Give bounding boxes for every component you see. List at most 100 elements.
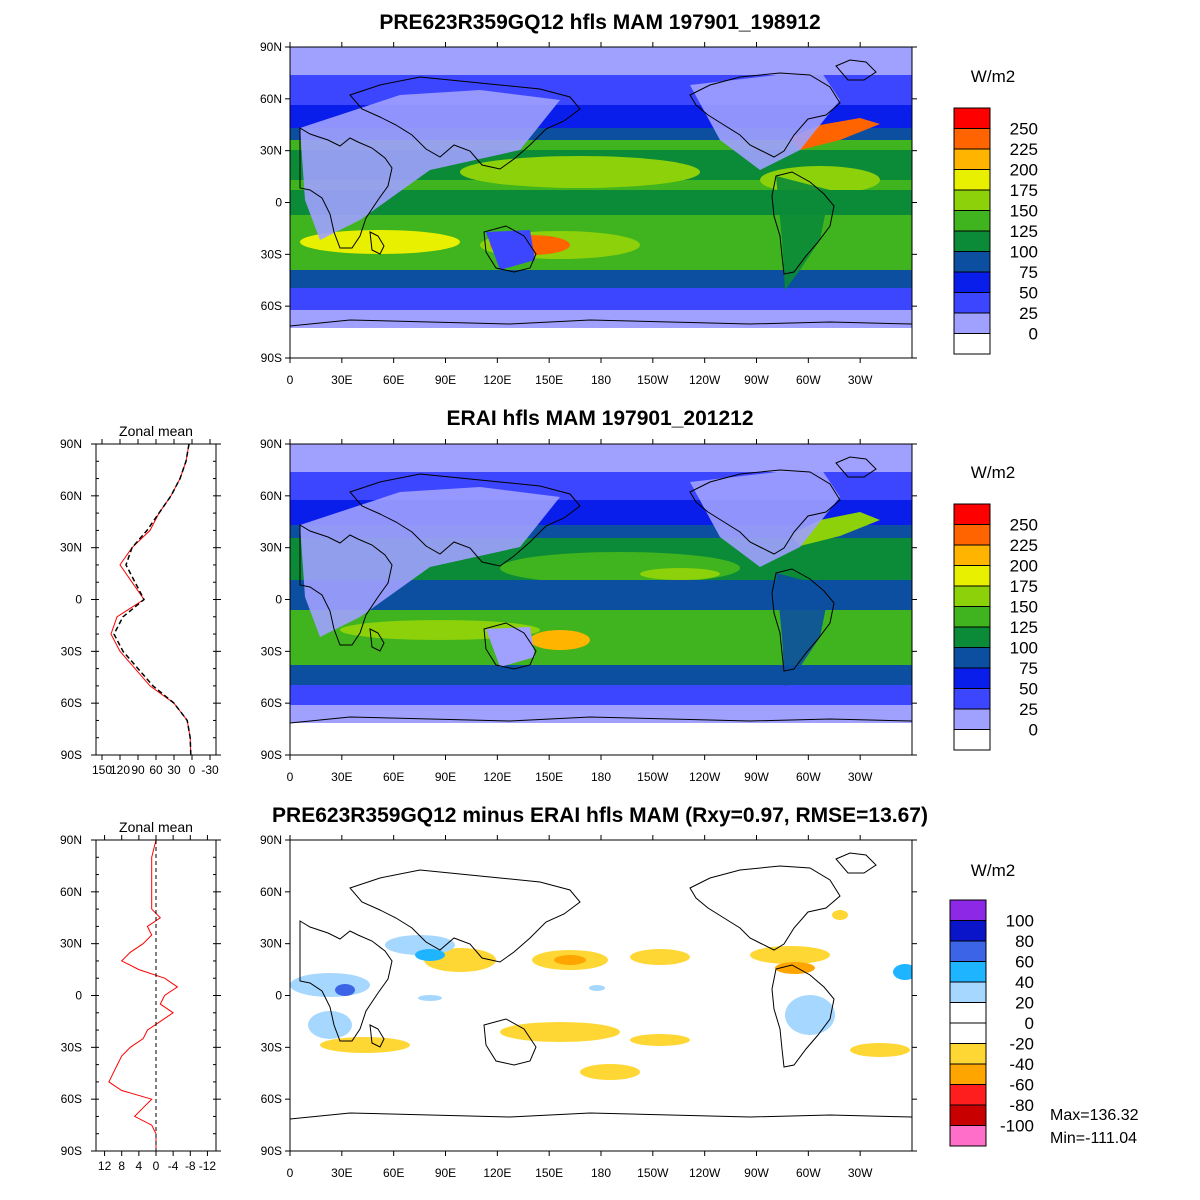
panel2-lat-labels: 90N 60N 30N 0 30S 60S 90S [260, 437, 282, 762]
zonal-line-obs [113, 443, 192, 756]
lon-tick-label: 30E [331, 1166, 352, 1180]
colorbar-swatch [953, 688, 991, 710]
colorbar-level-label: 225 [1010, 140, 1038, 159]
zonal-x-tick-label: -4 [168, 1159, 179, 1173]
colorbar-swatch [953, 251, 991, 273]
colorbar-swatch [953, 647, 991, 669]
zonal-x-tick-label: 30 [167, 763, 181, 777]
colorbar-swatch [949, 961, 987, 983]
panel2-colorbar-unit: W/m2 [971, 463, 1015, 482]
max-label: Max=136.32 [1050, 1107, 1139, 1124]
colorbar-swatch [953, 585, 991, 607]
zonal-x-tick-label: 4 [136, 1159, 143, 1173]
colorbar-swatch [949, 899, 987, 921]
lon-tick-label: 150W [637, 373, 669, 387]
lon-tick-label: 60E [383, 770, 404, 784]
lon-tick-label: 90E [435, 373, 456, 387]
lat-tick-label: 90S [261, 748, 282, 762]
lat-tick-label: 90S [261, 351, 282, 365]
lon-tick-label: 180 [591, 770, 611, 784]
lon-tick-label: 30E [331, 770, 352, 784]
lat-tick-label: 0 [275, 989, 282, 1003]
colorbar-level-label: 100 [1006, 912, 1034, 931]
colorbar-level-label: -40 [1009, 1055, 1034, 1074]
zonal-x-tick-label: 0 [153, 1159, 160, 1173]
colorbar-level-label: 100 [1010, 243, 1038, 262]
panel3-map: 90N 60N 30N 0 30S 60S 90S 0 30E 60E 90E 120E 150E 18… [260, 833, 917, 1180]
colorbar-swatch [953, 544, 991, 566]
colorbar-swatch [953, 333, 991, 355]
colorbar-swatch [953, 708, 991, 730]
colorbar-swatch [949, 920, 987, 942]
lon-tick-label: 30W [848, 373, 873, 387]
zonal-lat-label: 30N [60, 937, 82, 951]
panel3-ticks [285, 835, 917, 1156]
colorbar-swatch [953, 667, 991, 689]
zonal-x-tick-label: -8 [185, 1159, 196, 1173]
lon-tick-label: 30W [848, 770, 873, 784]
colorbar-level-label: 250 [1010, 516, 1038, 535]
lat-tick-label: 60N [260, 92, 282, 106]
colorbar-level-label: 250 [1010, 120, 1038, 139]
zonal-x-tick-label: 150 [92, 763, 112, 777]
lon-tick-label: 120E [483, 770, 511, 784]
lon-tick-label: 0 [287, 770, 294, 784]
colorbar-swatch [953, 271, 991, 293]
panel1-map: 90N 60N 30N 0 30S 60S 90S 0 30E 60E 90E 120E 150E 18… [260, 40, 917, 387]
lon-tick-label: 0 [287, 373, 294, 387]
colorbar-level-label: 25 [1019, 304, 1038, 323]
panel1-field [290, 47, 912, 358]
colorbar-level-label: 200 [1010, 161, 1038, 180]
lon-tick-label: 90W [744, 1166, 769, 1180]
colorbar-level-label: 150 [1010, 202, 1038, 221]
panel3-colorbar-unit: W/m2 [971, 861, 1015, 880]
zonal-lat-label: 60S [61, 1092, 82, 1106]
panel1-lon-labels: 0 30E 60E 90E 120E 150E 180 150W 120W 90W 60W 30W [287, 373, 874, 387]
panel1-colorbar-unit: W/m2 [971, 67, 1015, 86]
lat-tick-label: 0 [275, 196, 282, 210]
lon-tick-label: 120W [689, 770, 721, 784]
colorbar-swatch [949, 981, 987, 1003]
colorbar-swatch [953, 292, 991, 314]
colorbar-swatch [953, 524, 991, 546]
lon-tick-label: 90W [744, 770, 769, 784]
panel3-lat-labels: 90N 60N 30N 0 30S 60S 90S [260, 833, 282, 1158]
zonal-lat-label: 30N [60, 541, 82, 555]
zonal-x-tick-label: -12 [199, 1159, 217, 1173]
colorbar-swatch [953, 606, 991, 628]
colorbar-level-label: 0 [1029, 721, 1038, 740]
colorbar-level-label: 25 [1019, 700, 1038, 719]
lon-tick-label: 120W [689, 373, 721, 387]
colorbar-swatch [949, 1043, 987, 1065]
colorbar-level-label: 125 [1010, 222, 1038, 241]
lon-tick-label: 60W [796, 373, 821, 387]
panel2-lon-labels: 0 30E 60E 90E 120E 150E 180 150W 120W 90W 60W 30W [287, 770, 874, 784]
colorbar-level-label: 75 [1019, 659, 1038, 678]
zonal-lat-label: 90S [61, 748, 82, 762]
zonal-line-diff [108, 839, 179, 1151]
colorbar-swatch [949, 1022, 987, 1044]
lon-tick-label: 60E [383, 373, 404, 387]
lat-tick-label: 90N [260, 833, 282, 847]
lat-tick-label: 90N [260, 40, 282, 54]
colorbar-swatch [953, 312, 991, 334]
zonal-x-tick-label: 12 [98, 1159, 112, 1173]
panel1-lat-labels: 90N 60N 30N 0 30S 60S 90S [260, 40, 282, 365]
lon-tick-label: 60E [383, 1166, 404, 1180]
colorbar-level-label: -80 [1009, 1096, 1034, 1115]
colorbar-level-label: 175 [1010, 577, 1038, 596]
colorbar-level-label: 75 [1019, 263, 1038, 282]
zonal-lat-label: 30S [61, 644, 82, 658]
colorbar-level-label: 80 [1015, 932, 1034, 951]
colorbar-swatch [953, 210, 991, 232]
lat-tick-label: 90S [261, 1144, 282, 1158]
colorbar-swatch [953, 729, 991, 751]
colorbar-level-label: 150 [1010, 598, 1038, 617]
zonal-mean-title-3: Zonal mean [119, 819, 193, 835]
lat-tick-label: 60N [260, 489, 282, 503]
colorbar-swatch [953, 230, 991, 252]
lat-tick-label: 60S [261, 299, 282, 313]
panel3-field [290, 840, 912, 1151]
colorbar-level-label: 50 [1019, 680, 1038, 699]
